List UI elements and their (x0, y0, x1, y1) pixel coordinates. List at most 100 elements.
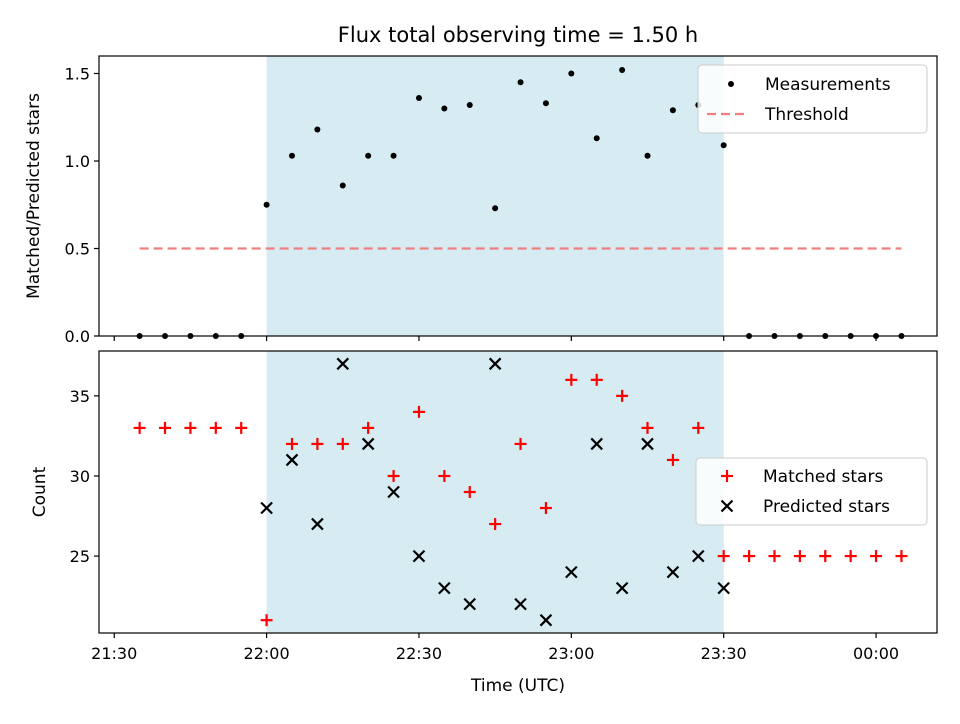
measurement-point (365, 152, 372, 159)
matched-star-point (641, 421, 654, 434)
predicted-star-point (717, 581, 730, 595)
measurement-point (415, 95, 422, 101)
matched-star-point (311, 437, 324, 450)
matched-star-point (793, 550, 806, 563)
predicted-star-point (260, 501, 273, 515)
x-tick-label: 22:00 (244, 644, 290, 663)
measurement-point (441, 105, 448, 112)
matched-star-point (438, 469, 451, 482)
bottom-y-axis-label: Count (30, 466, 50, 517)
predicted-star-point (539, 613, 553, 627)
predicted-star-point (285, 453, 299, 467)
x-tick-label: 22:30 (396, 644, 442, 663)
matched-star-point (412, 405, 425, 418)
predicted-star-point (615, 581, 629, 595)
top-y-tick-label: 1.5 (65, 65, 90, 84)
matched-star-point (387, 469, 400, 482)
matched-star-point (133, 421, 146, 434)
predicted-star-point (387, 485, 400, 499)
matched-star-point (768, 550, 781, 563)
matched-star-point (717, 550, 730, 563)
x-tick-label: 23:30 (701, 644, 747, 663)
top-legend-box (697, 64, 928, 134)
matched-star-point (285, 437, 298, 450)
predicted-star-point (361, 437, 375, 451)
predicted-star-point (565, 565, 578, 579)
measurement-point (542, 100, 549, 107)
matched-star-point (235, 421, 248, 434)
bottom-legend: Matched stars Predicted stars (695, 457, 928, 526)
matched-star-point (362, 421, 375, 434)
legend-measurements-marker (728, 81, 734, 87)
matched-star-point (260, 614, 273, 627)
bottom-y-tick-label: 30 (70, 467, 90, 486)
measurement-point (466, 102, 473, 108)
predicted-star-point (514, 597, 527, 611)
bottom-axes-frame (98, 350, 938, 634)
matched-star-point (489, 518, 502, 531)
matched-star-point (159, 421, 172, 434)
chart-title: Flux total observing time = 1.50 h (338, 23, 698, 47)
top-legend: Measurements Threshold (697, 64, 928, 134)
bottom-shaded-span (266, 351, 724, 633)
measurement-point (593, 135, 600, 142)
predicted-star-point (666, 565, 680, 579)
matched-star-point (743, 550, 756, 563)
top-y-tick-label: 0.0 (65, 327, 90, 346)
matched-star-point (336, 437, 349, 450)
predicted-star-point (438, 581, 451, 595)
x-tick-label: 00:00 (853, 644, 899, 663)
legend-threshold-label: Threshold (764, 105, 849, 125)
bottom-y-tick-label: 25 (70, 547, 90, 566)
matched-star-point (819, 550, 832, 563)
top-y-axis-label: Matched/Predicted stars (24, 93, 44, 299)
matched-star-point (895, 550, 908, 563)
predicted-star-point (692, 549, 705, 563)
matched-star-point (463, 486, 476, 498)
top-axes-frame (98, 55, 938, 337)
measurement-point (720, 142, 727, 149)
predicted-star-point (590, 437, 603, 451)
top-panel: 0.0 0.5 1.0 1.5 Flux total observing time =… (24, 23, 938, 346)
predicted-star-point (412, 549, 426, 563)
predicted-star-point (463, 597, 477, 611)
matched-star-point (870, 550, 883, 563)
top-y-tick-label: 0.5 (65, 240, 90, 259)
measurement-point (644, 152, 651, 159)
matched-star-point (590, 373, 603, 386)
measurement-point (568, 70, 575, 77)
matched-star-point (565, 373, 578, 386)
top-y-tick-label: 1.0 (65, 152, 90, 171)
measurement-point (619, 67, 626, 73)
measurement-point (669, 107, 676, 114)
predicted-star-point (488, 357, 502, 371)
matched-star-point (184, 421, 197, 434)
x-axis-label: Time (UTC) (470, 676, 565, 696)
measurement-point (339, 182, 346, 189)
measurement-point (288, 152, 295, 159)
predicted-star-point (311, 517, 324, 531)
measurement-point (492, 205, 499, 212)
matched-star-point (692, 421, 705, 434)
measurement-point (263, 201, 270, 208)
predicted-star-point (641, 437, 654, 451)
x-tick-label: 23:00 (548, 644, 594, 663)
legend-predicted-marker (720, 499, 734, 513)
top-shaded-span (266, 56, 724, 336)
x-tick-label: 21:30 (91, 644, 137, 663)
matched-star-point (844, 550, 857, 563)
predicted-star-point (336, 357, 350, 371)
measurement-point (517, 79, 524, 86)
legend-matched-label: Matched stars (763, 467, 883, 487)
legend-predicted-label: Predicted stars (763, 497, 890, 517)
measurement-point (314, 126, 321, 133)
matched-star-point (539, 502, 552, 515)
bottom-y-tick-label: 35 (70, 387, 90, 406)
bottom-legend-box (695, 457, 928, 526)
matched-star-point (666, 453, 679, 466)
matched-star-point (514, 437, 527, 450)
matched-star-point (616, 389, 629, 402)
measurement-point (390, 152, 397, 159)
matched-star-point (209, 421, 222, 434)
